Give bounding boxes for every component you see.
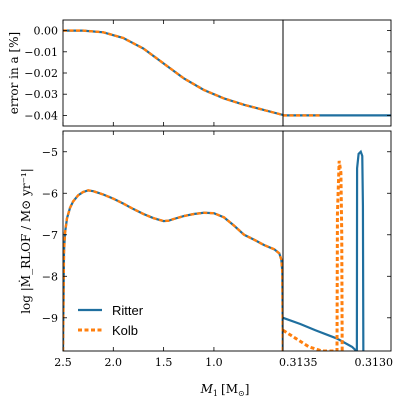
bottom-left-plot-area	[63, 189, 283, 351]
bottom-right-frame	[282, 130, 392, 352]
x-tick-label: 2.0	[105, 356, 123, 369]
top-kolb-line	[63, 29, 283, 117]
x-tick-label: 2.5	[54, 356, 72, 369]
x-tick-label: 0.3135	[279, 356, 318, 369]
top-y-axis-label: error in a [%]	[7, 32, 21, 114]
top-y-label-text: error in a [%]	[7, 32, 21, 114]
top-panel: 0.00 −0.01 −0.02 −0.03 −0.04 error in a [%]	[7, 19, 392, 127]
top-ritter-line	[63, 29, 283, 117]
bottom-y-tick-label: −5	[42, 146, 58, 159]
bottom-right-ritter-line	[283, 149, 365, 351]
legend-kolb-label: Kolb	[112, 323, 138, 338]
x-axis-label: M1 [M⊙]	[200, 382, 250, 398]
top-left-plot-area	[63, 29, 283, 117]
bottom-right-plot-area	[283, 149, 365, 351]
bottom-ritter-line	[63, 189, 283, 351]
bottom-y-label-text: log |Ṁ_RLOF / M⊙ yr⁻¹|	[18, 168, 33, 314]
x-tick-label: 1.0	[205, 356, 223, 369]
top-y-tick-label: 0.00	[34, 25, 59, 38]
bottom-kolb-line	[63, 189, 283, 351]
x-tick-label: 1.5	[155, 356, 173, 369]
top-y-tick-label: −0.04	[24, 109, 58, 122]
bottom-panel: −5 −6 −7 −8 −9 log |Ṁ_RLOF / M⊙ yr⁻¹| Ritter…	[18, 130, 392, 352]
top-y-tick-label: −0.02	[24, 67, 58, 80]
top-right-frame	[282, 19, 392, 127]
bottom-y-tick-label: −9	[42, 312, 58, 325]
bottom-y-axis-label: log |Ṁ_RLOF / M⊙ yr⁻¹|	[18, 168, 33, 314]
bottom-left-frame	[62, 130, 284, 352]
bottom-y-tick-label: −6	[42, 187, 58, 200]
top-y-tick-label: −0.03	[24, 88, 58, 101]
legend-ritter-label: Ritter	[112, 303, 144, 318]
top-y-ticks: 0.00 −0.01 −0.02 −0.03 −0.04	[24, 25, 391, 122]
bottom-y-tick-label: −7	[42, 229, 58, 242]
top-left-frame	[62, 19, 284, 127]
x-right-tick-label: 0.3130	[355, 356, 394, 369]
legend: Ritter Kolb	[78, 303, 144, 338]
bottom-y-ticks: −5 −6 −7 −8 −9	[42, 146, 391, 325]
x-ticks: 2.5 2.0 1.5 1.0 0.3135 0.3130	[54, 20, 393, 369]
bottom-right-kolb-line	[283, 160, 344, 351]
top-y-tick-label: −0.01	[24, 46, 58, 59]
bottom-y-tick-label: −8	[42, 270, 58, 283]
